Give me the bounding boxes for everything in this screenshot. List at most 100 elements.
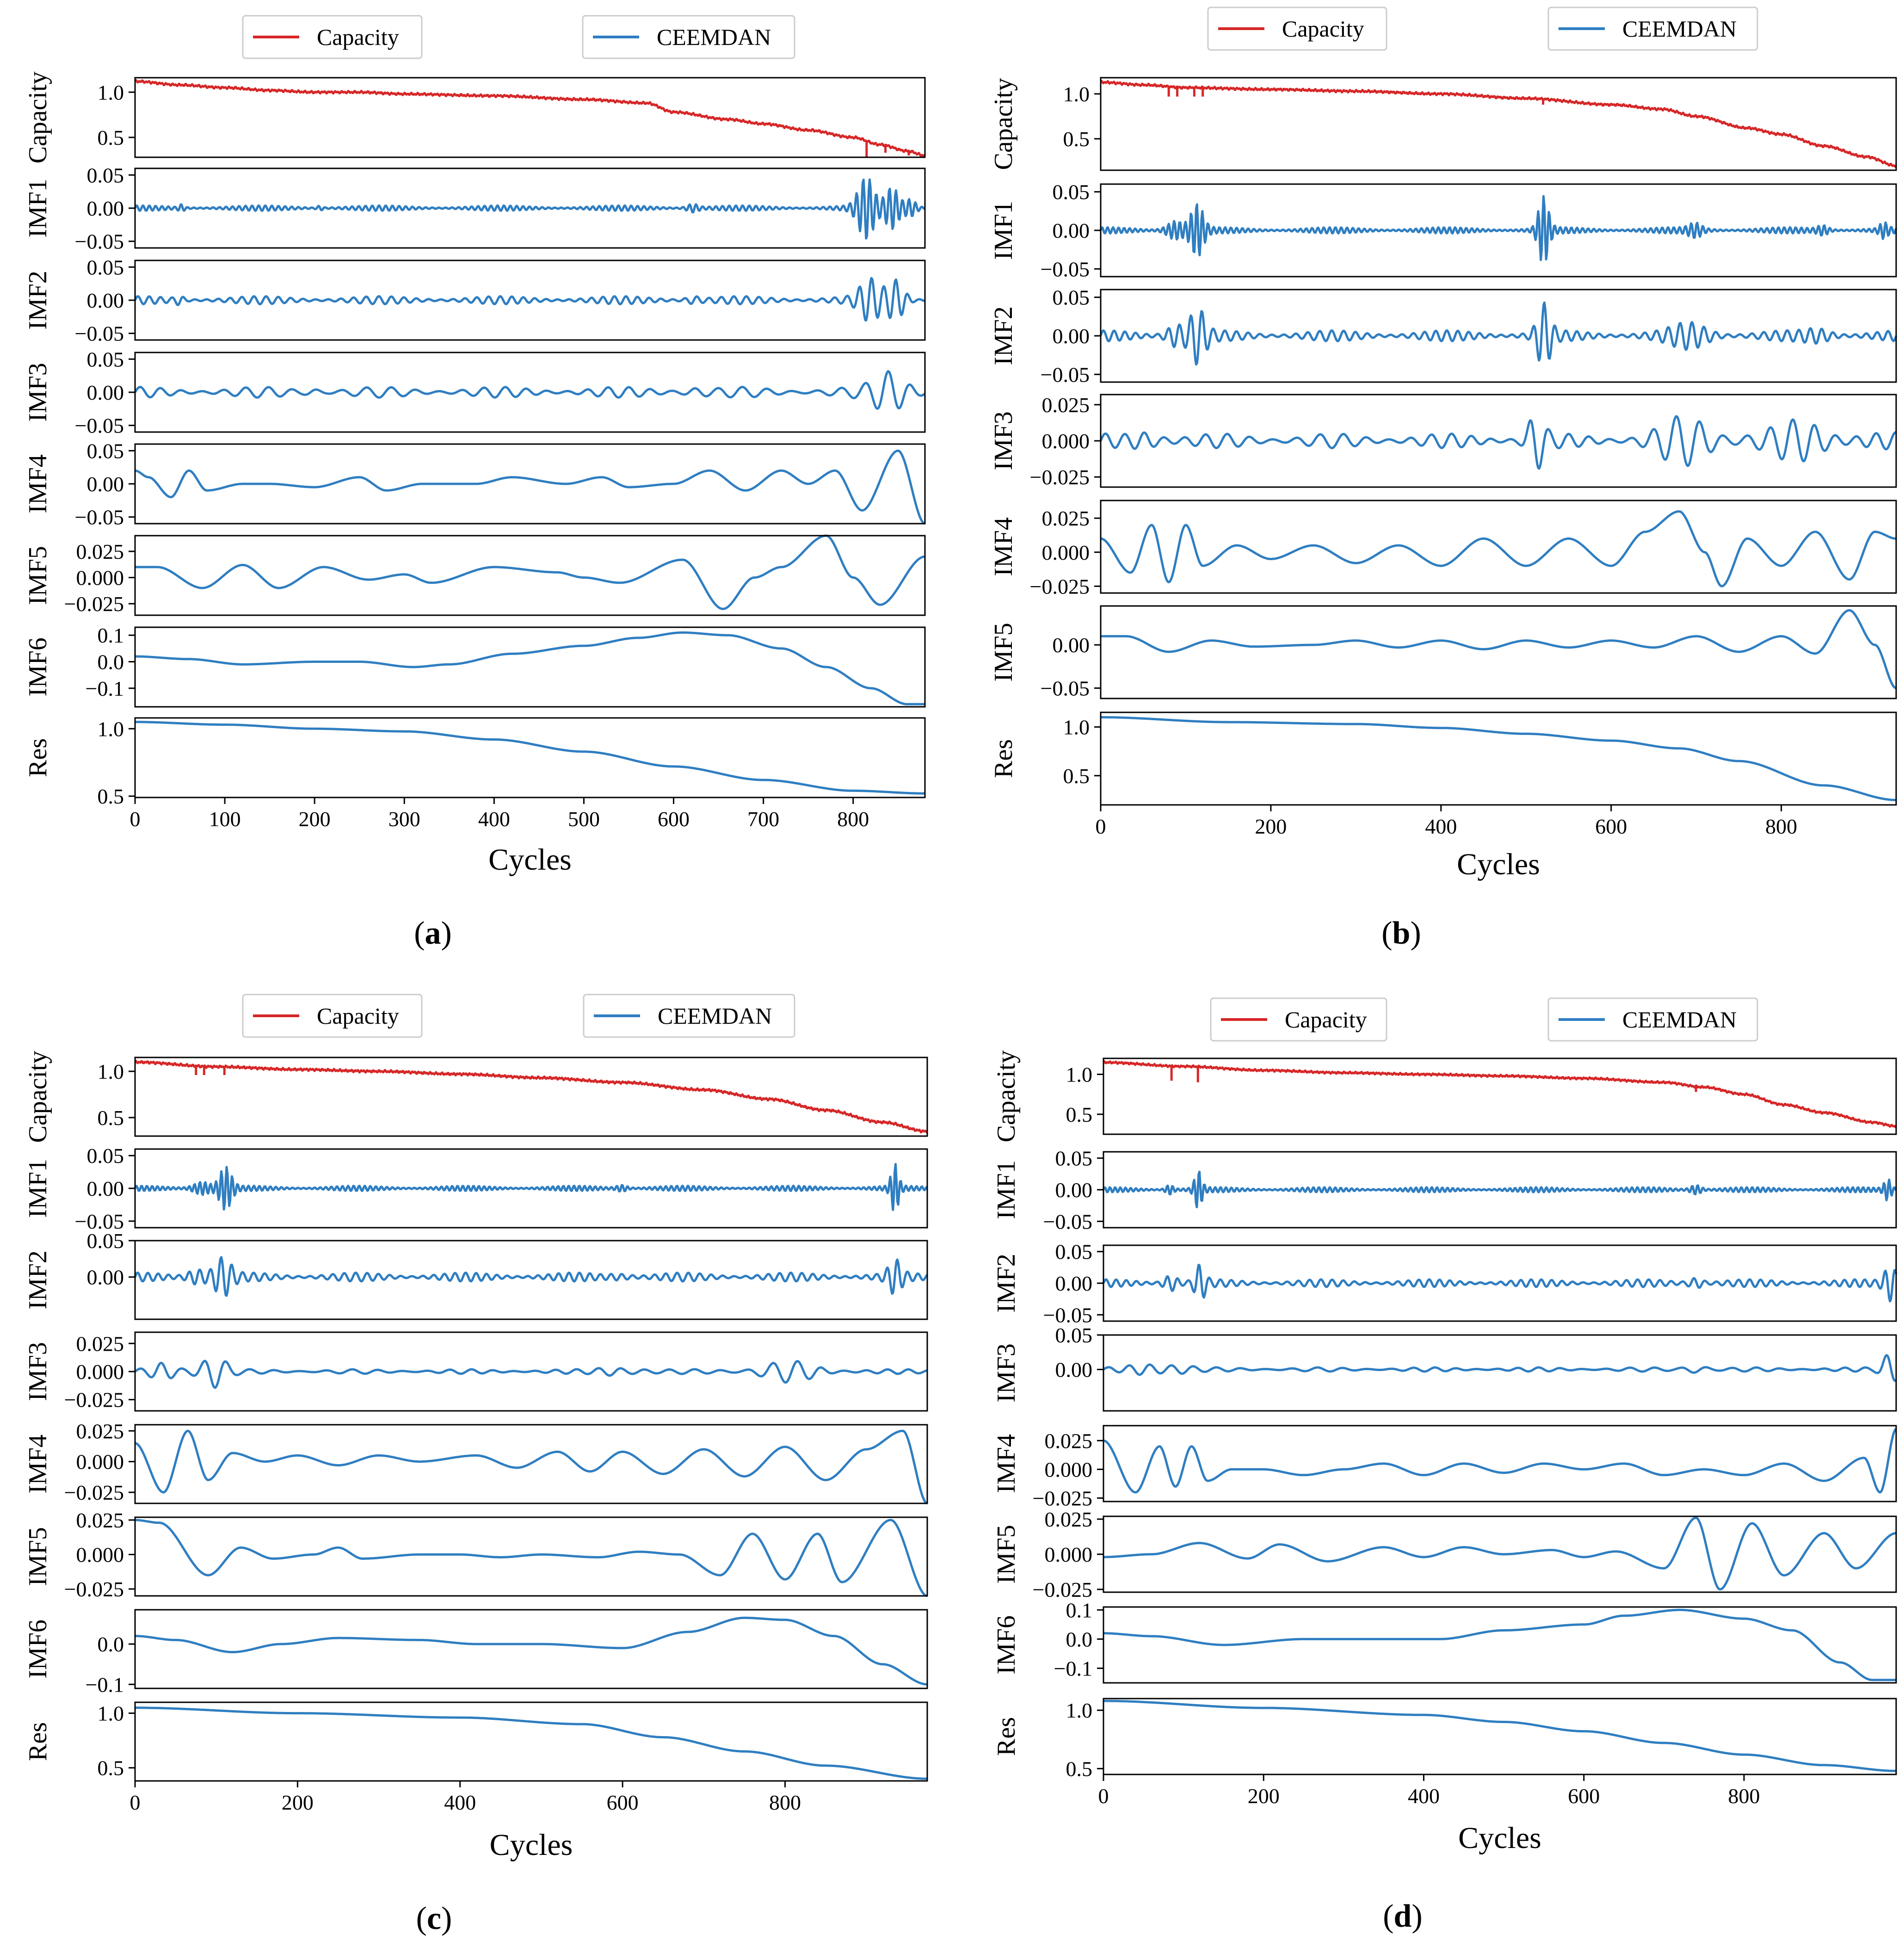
x-axis-label: Cycles (1457, 847, 1540, 881)
series-imf2 (134, 1256, 928, 1297)
y-tick-label: −0.025 (64, 1481, 124, 1504)
series-imf3 (1099, 415, 1897, 470)
axes-frame (1100, 605, 1897, 699)
y-tick-label: 0.5 (98, 785, 124, 808)
y-tick-label: 0.00 (1053, 633, 1090, 657)
axes-frame (1103, 1057, 1897, 1135)
legend-ceemdan: CEEMDAN (1547, 997, 1758, 1042)
panel-caption-letter: c (427, 1901, 441, 1936)
y-axis-label: IMF2 (24, 271, 52, 330)
y-axis-label: IMF3 (992, 1343, 1021, 1403)
series-res (1103, 1700, 1897, 1772)
row-capacity: 1.0 0.5 Capacity (24, 71, 926, 164)
x-axis-label: Cycles (488, 843, 572, 877)
y-tick-label: −0.025 (1033, 1487, 1092, 1510)
series-res (135, 721, 925, 795)
row-imf4: 0.05 0.00 −0.05 IMF4 (24, 439, 926, 529)
x-tick-label: 600 (607, 1791, 639, 1814)
x-tick-label: 500 (568, 807, 600, 831)
panel-a: Capacity CEEMDAN1.00.5Capacity0.050.00−0.… (24, 15, 926, 951)
panel-caption-letter: a (425, 915, 441, 951)
y-axis-label: IMF1 (992, 1160, 1021, 1219)
series-imf5 (1100, 609, 1897, 690)
y-tick-label: 0.05 (1053, 286, 1090, 309)
panel-c: Capacity CEEMDAN1.00.5Capacity0.050.00−0.… (24, 994, 928, 1936)
y-tick-label: 0.00 (87, 472, 124, 496)
axes-frame (1100, 500, 1897, 594)
y-tick-label: 0.025 (1042, 393, 1090, 417)
y-tick-label: 0.0 (98, 650, 124, 674)
series-imf4 (135, 449, 925, 525)
y-tick-label: 0.1 (98, 624, 124, 647)
series-imf4 (135, 1429, 928, 1505)
y-tick-label: 0.000 (1045, 1543, 1093, 1566)
legend-ceemdan-label: CEEMDAN (657, 24, 771, 50)
panel-caption: (c) (416, 1901, 452, 1936)
y-tick-label: 0.00 (1053, 219, 1090, 242)
series-imf4 (1100, 510, 1897, 587)
row-imf6: 0.0 −0.1 IMF6 (24, 1609, 928, 1696)
axes-frame (134, 626, 926, 708)
axes-frame (1100, 711, 1897, 806)
axes-frame (1103, 1698, 1897, 1775)
series-capacity (1103, 1060, 1897, 1128)
y-axis-label: IMF5 (24, 1527, 52, 1586)
series-imf1 (134, 1163, 928, 1211)
series-capacity (134, 1059, 928, 1134)
y-tick-label: 0.00 (1055, 1178, 1093, 1202)
panel-caption-paren: ) (1410, 915, 1421, 951)
axes-frame (1103, 1425, 1897, 1502)
series-imf3 (134, 1360, 928, 1389)
legend-capacity: Capacity (1207, 6, 1387, 51)
y-tick-label: 1.0 (1063, 82, 1090, 106)
axes-frame (134, 1609, 928, 1689)
x-tick-label: 600 (1568, 1784, 1600, 1808)
y-tick-label: 0.05 (1055, 1240, 1093, 1264)
y-axis-label: IMF1 (24, 1159, 52, 1218)
legend-capacity-box (1210, 997, 1387, 1042)
row-imf1: 0.05 0.00 −0.05 IMF1 (24, 1144, 928, 1233)
axes-frame (134, 1701, 928, 1782)
legend-ceemdan-label: CEEMDAN (1622, 1007, 1737, 1032)
y-axis-label: IMF1 (24, 179, 52, 238)
panel-caption-paren: ) (441, 915, 452, 951)
series-imf2 (1102, 1264, 1898, 1303)
y-tick-label: 0.025 (1045, 1429, 1093, 1452)
x-tick-label: 800 (837, 807, 869, 831)
y-tick-label: 0.5 (98, 126, 124, 149)
y-tick-label: 0.000 (76, 1360, 124, 1384)
panel-caption: (d) (1383, 1898, 1423, 1934)
row-imf1: 0.05 0.00 −0.05 IMF1 (24, 163, 926, 253)
x-tick-label: 200 (1248, 1784, 1280, 1808)
y-tick-label: 0.000 (1045, 1458, 1093, 1481)
panel-caption-paren: ( (414, 915, 425, 951)
x-tick-label: 200 (1255, 815, 1287, 838)
y-tick-label: 0.05 (1055, 1147, 1093, 1170)
y-axis-label: IMF4 (992, 1434, 1021, 1493)
x-tick-label: 400 (478, 807, 510, 831)
x-tick-label: 400 (1408, 1784, 1440, 1808)
series-imf6 (135, 1616, 928, 1686)
legend-capacity-box (1207, 6, 1387, 51)
row-res: 1.0 0.5 Res 0 200 400 600 800 (989, 711, 1897, 838)
x-tick-label: 200 (282, 1791, 314, 1814)
y-tick-label: 0.05 (87, 439, 124, 463)
y-axis-label: Res (24, 1722, 52, 1761)
axes-frame (134, 1516, 928, 1597)
panel-caption: (a) (414, 915, 452, 951)
y-tick-label: 0.5 (98, 1106, 124, 1130)
y-axis-label: IMF4 (989, 517, 1018, 576)
y-tick-label: 1.0 (98, 1060, 124, 1083)
y-tick-label: 0.05 (1055, 1323, 1093, 1347)
y-axis-label: Capacity (24, 71, 52, 163)
x-tick-label: 600 (658, 807, 690, 831)
y-tick-label: −0.025 (64, 1577, 124, 1601)
row-imf1: 0.05 0.00 −0.05 IMF1 (992, 1147, 1898, 1233)
y-tick-label: −0.05 (1043, 1303, 1092, 1327)
x-tick-label: 600 (1595, 815, 1627, 838)
x-tick-label: 200 (299, 807, 331, 831)
legend-ceemdan: CEEMDAN (582, 15, 795, 59)
y-tick-label: 0.0 (98, 1632, 124, 1656)
y-axis-label: Capacity (24, 1051, 52, 1143)
panel-caption-paren: ( (1381, 915, 1392, 951)
